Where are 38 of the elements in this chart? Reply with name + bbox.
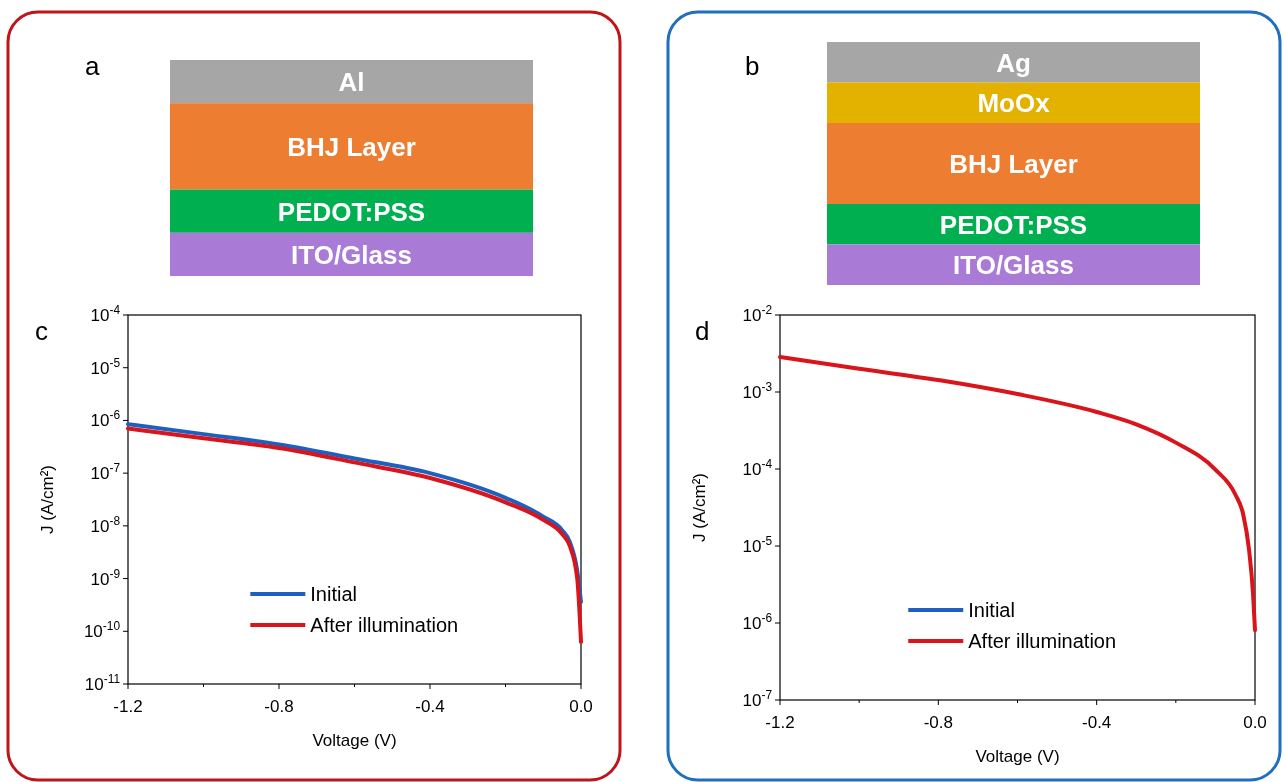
text: a — [85, 51, 100, 81]
y-tick-label: 10$^{-6}$ — [90, 408, 121, 431]
x-tick-label: -0.4 — [415, 697, 445, 716]
y-tick-label: 10$^{-4}$ — [90, 302, 121, 325]
x-tick-label: -0.8 — [264, 697, 294, 716]
legend-label: After illumination — [310, 614, 459, 636]
y-tick-label: 10$^{-5}$ — [90, 355, 121, 378]
y-axis-title: J (A/cm²) — [38, 465, 57, 534]
y-tick-label: 10$^{-2}$ — [742, 302, 773, 325]
device-layer-stack: Al BHJ Layer PEDOT:PSS ITO/Glass — [170, 60, 533, 276]
x-tick-label: -0.8 — [923, 713, 953, 732]
x-axis-title: Voltage (V) — [975, 747, 1060, 766]
y-tick-label: 10$^{-10}$ — [83, 619, 121, 642]
x-tick-label: -0.4 — [1082, 713, 1112, 732]
y-tick-label: 10$^{-3}$ — [742, 379, 773, 402]
x-tick-label: 0.0 — [569, 697, 593, 716]
device-layer-stack: Ag MoOx BHJ Layer PEDOT:PSS ITO/Glass — [827, 42, 1200, 285]
x-tick-label: 0.0 — [1243, 713, 1267, 732]
line-series — [778, 354, 1257, 633]
legend-label: After illumination — [968, 630, 1117, 652]
y-tick-label: 10$^{-11}$ — [84, 671, 121, 694]
y-tick-label: 10$^{-9}$ — [90, 566, 121, 589]
x-tick-label: -1.2 — [765, 713, 795, 732]
y-axis-title: J (A/cm²) — [690, 473, 709, 542]
y-tick-label: 10$^{-8}$ — [90, 513, 121, 536]
text: c — [35, 316, 48, 346]
line-series — [126, 426, 583, 644]
y-tick-label: 10$^{-6}$ — [742, 610, 773, 633]
x-tick-label: -1.2 — [113, 697, 143, 716]
text: b — [745, 51, 760, 81]
y-tick-label: 10$^{-5}$ — [742, 533, 773, 556]
y-tick-label: 10$^{-4}$ — [742, 456, 773, 479]
legend-label: Initial — [968, 599, 1015, 621]
x-axis-title: Voltage (V) — [312, 731, 397, 750]
text: d — [695, 316, 710, 346]
y-tick-label: 10$^{-7}$ — [742, 687, 773, 710]
legend-label: Initial — [310, 583, 358, 605]
y-tick-label: 10$^{-7}$ — [90, 461, 121, 484]
